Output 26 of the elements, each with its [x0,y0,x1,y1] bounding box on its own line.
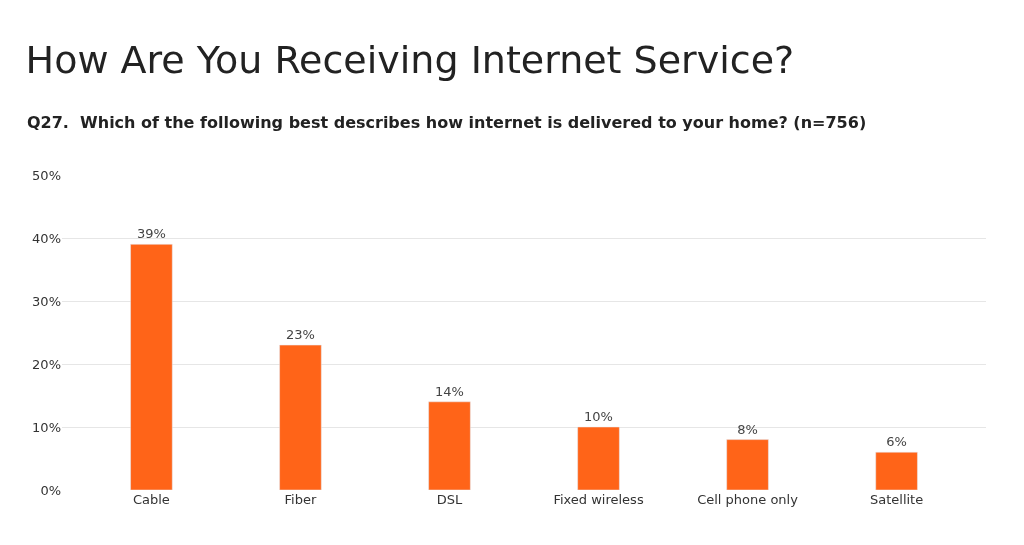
bar [130,244,173,490]
data-label: 39% [136,226,166,242]
data-label: 8% [737,421,758,437]
chart-subtitle: Q27. Which of the following best describes how internet is delivered to your home? (n=756) [27,113,867,132]
bar [577,426,620,490]
x-tick-label: Cell phone only [697,492,799,507]
y-tick-label: 10% [32,419,61,435]
y-tick-label: 50% [32,167,61,183]
x-tick-label: Fixed wireless [553,492,644,507]
x-tick-label: DSL [436,492,463,507]
y-tick-label: 0% [40,482,61,498]
x-tick-label: Fiber [284,492,317,507]
bar [726,439,769,490]
x-tick-label: Satellite [869,492,924,507]
bar [875,451,918,490]
chart-title: How Are You Receiving Internet Service? [25,38,795,83]
data-label: 10% [584,409,613,424]
bar [279,344,322,490]
y-tick-label: 30% [32,293,61,309]
data-label: 23% [286,327,315,343]
x-tick-label: Cable [132,492,170,507]
data-label: 6% [886,434,907,450]
y-tick-label: 40% [32,230,61,246]
y-tick-label: 20% [32,356,61,372]
bar [428,401,471,490]
data-label: 14% [435,383,464,399]
